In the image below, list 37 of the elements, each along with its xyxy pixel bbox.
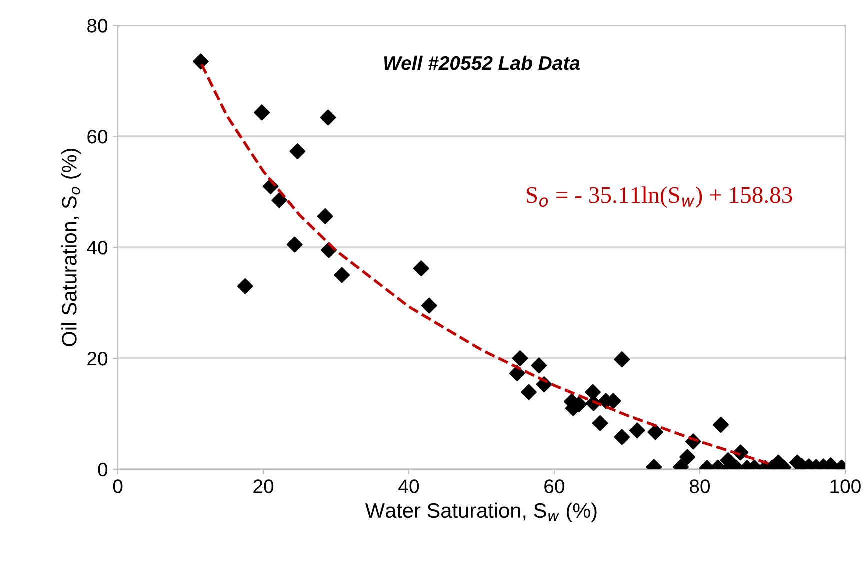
point bbox=[521, 384, 537, 400]
y-tick-label: 20 bbox=[88, 352, 108, 366]
x-tick-label: 60 bbox=[544, 480, 565, 494]
point bbox=[286, 236, 303, 253]
point bbox=[680, 449, 696, 466]
point bbox=[237, 278, 254, 294]
text: Well #20552 Lab Data bbox=[384, 56, 580, 70]
point bbox=[629, 422, 646, 439]
point bbox=[334, 267, 350, 284]
x-tick-label: 0 bbox=[113, 480, 123, 494]
point bbox=[713, 417, 730, 434]
point bbox=[614, 352, 630, 368]
point bbox=[531, 358, 548, 374]
point bbox=[509, 365, 526, 382]
x-axis-title: Water Saturation, S$_{w}$ (%) bbox=[365, 502, 597, 522]
y-tick-label: 0 bbox=[98, 462, 108, 477]
x-tick-label: 40 bbox=[398, 480, 420, 494]
point bbox=[320, 110, 336, 126]
point bbox=[290, 144, 306, 160]
y-axis-title: Oil Saturation, S$_{o}$ (%) bbox=[62, 149, 81, 346]
point bbox=[648, 424, 664, 440]
x-tick-label: 20 bbox=[254, 480, 274, 494]
point bbox=[413, 260, 430, 277]
point bbox=[512, 350, 528, 366]
y-tick-label: 40 bbox=[87, 240, 108, 255]
y-tick-label: 80 bbox=[88, 19, 108, 33]
y-tick-label: 60 bbox=[88, 130, 108, 144]
annotation: S$_{o}$ = - 35.11ln(S$_{w}$) + 158.83 bbox=[526, 186, 792, 208]
x-tick-label: 100 bbox=[830, 480, 861, 494]
point bbox=[614, 429, 630, 446]
point bbox=[272, 192, 288, 208]
point bbox=[421, 298, 438, 314]
point bbox=[254, 104, 270, 121]
point bbox=[592, 415, 608, 432]
x-tick-label: 80 bbox=[690, 480, 710, 494]
point bbox=[317, 208, 334, 224]
point bbox=[192, 54, 209, 70]
